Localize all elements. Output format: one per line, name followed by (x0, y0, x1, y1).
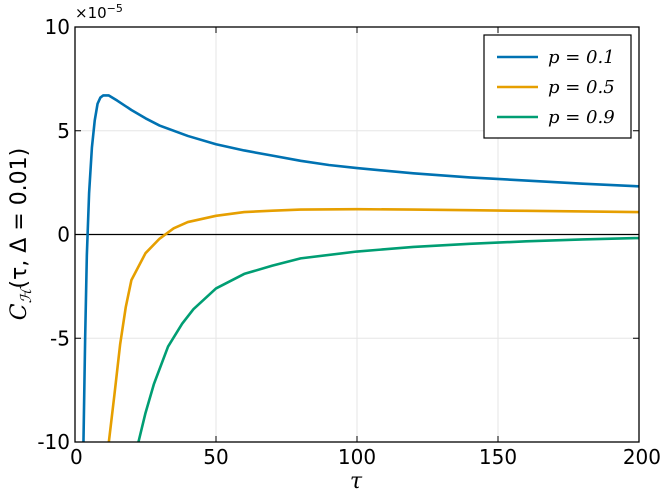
y-label-arguments: (τ, Δ = 0.01) (7, 148, 32, 289)
x-tick-label: 200 (623, 445, 661, 469)
tick-marks (74, 26, 640, 443)
y-tick-label: 5 (57, 119, 70, 143)
series-layer (82, 94, 639, 442)
legend: p = 0.1 p = 0.5 p = 0.9 (483, 34, 632, 139)
y-multiplier-base: ×10 (75, 4, 107, 22)
series-line-3 (137, 236, 639, 442)
y-tick-label: 10 (45, 15, 70, 39)
legend-items: p = 0.1 p = 0.5 p = 0.9 (497, 47, 615, 128)
y-axis-label: Cℋ(τ, Δ = 0.01) (7, 148, 35, 321)
x-tick-label: 0 (70, 445, 83, 469)
y-label-subscript: ℋ (17, 286, 35, 303)
y-multiplier-exponent: −5 (107, 2, 123, 15)
y-tick-label: -5 (50, 326, 70, 350)
legend-label-3: p = 0.9 (548, 107, 615, 128)
y-axis-multiplier: ×10−5 (75, 2, 123, 22)
legend-label-1: p = 0.1 (548, 47, 615, 68)
y-label-base: C (7, 303, 32, 320)
x-tick-label: 100 (338, 445, 376, 469)
legend-label-2: p = 0.5 (548, 77, 615, 98)
series-line-1 (82, 94, 639, 442)
x-tick-label: 50 (203, 445, 228, 469)
y-tick-labels: 10 5 0 -5 -10 (37, 15, 70, 454)
series-line-2 (107, 207, 639, 442)
x-tick-label: 150 (479, 445, 517, 469)
y-tick-label: 0 (57, 223, 70, 247)
x-axis-label: τ (350, 469, 363, 494)
y-tick-label: -10 (37, 430, 70, 454)
x-tick-labels: 0 50 100 150 200 (70, 445, 661, 469)
